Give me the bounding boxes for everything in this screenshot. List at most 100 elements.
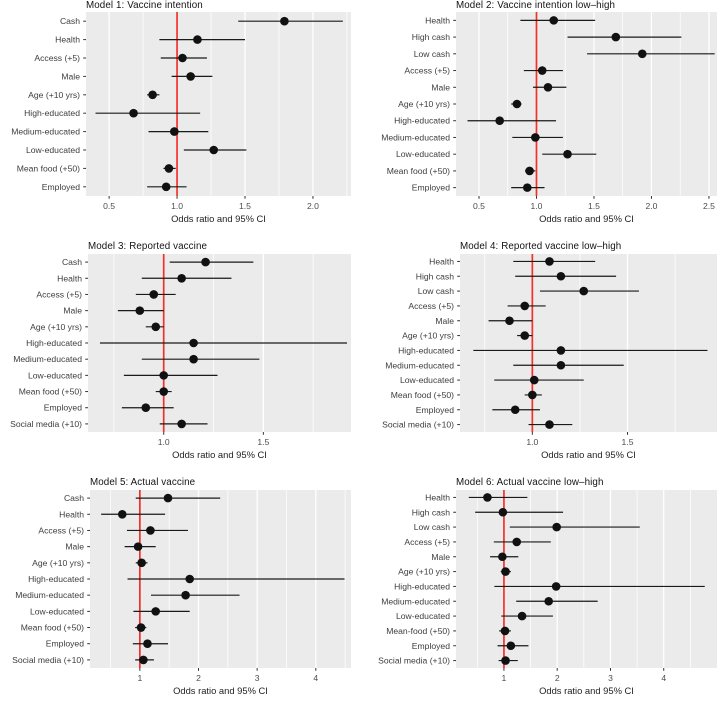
- point-estimate: [637, 49, 647, 59]
- row-label: Male: [431, 82, 450, 92]
- forest-row: Social media (+10): [382, 420, 573, 430]
- row-label: Health: [57, 273, 82, 283]
- panel-title: Model 3: Reported vaccine: [88, 241, 208, 252]
- row-label: Social media (+10): [378, 656, 450, 666]
- forest-row: Access (+5): [38, 525, 188, 535]
- row-label: Low-educated: [30, 606, 84, 616]
- row-label: High-educated: [28, 574, 84, 584]
- point-estimate: [201, 257, 210, 267]
- point-estimate: [529, 375, 539, 385]
- forest-row: Low-educated: [396, 611, 553, 621]
- forest-row: Health: [57, 273, 232, 283]
- point-estimate: [129, 108, 138, 118]
- forest-row: High-educated: [394, 581, 705, 591]
- row-label: Mean food (+50): [21, 623, 84, 633]
- point-estimate: [556, 346, 566, 355]
- point-estimate: [611, 32, 621, 42]
- forest-row: Health: [59, 509, 166, 519]
- row-label: Low-educated: [26, 145, 80, 155]
- forest-row: High cash: [416, 271, 617, 281]
- point-estimate: [545, 257, 554, 266]
- x-tick-label: 1.0: [171, 201, 183, 211]
- forest-row: High cash: [412, 507, 564, 517]
- forest-row: High-educated: [26, 338, 348, 348]
- row-label: Employed: [44, 403, 82, 413]
- panel-background: [86, 12, 351, 196]
- point-estimate: [520, 331, 530, 340]
- row-label: Cash: [64, 493, 84, 503]
- x-tick-label: 1.0: [531, 201, 543, 211]
- point-estimate: [163, 493, 173, 503]
- forest-row: Age (+10 yrs): [28, 90, 160, 100]
- row-label: Employed: [42, 182, 80, 192]
- point-estimate: [146, 526, 155, 535]
- x-tick-label: 0.5: [103, 201, 115, 211]
- forest-row: Cash: [62, 257, 254, 267]
- row-label: Medium-educated: [381, 596, 450, 606]
- x-axis-title: Odds ratio and 95% CI: [539, 685, 634, 696]
- point-estimate: [159, 387, 169, 396]
- point-estimate: [517, 611, 527, 621]
- row-label: Age (+10 yrs): [30, 322, 82, 332]
- point-estimate: [579, 286, 589, 296]
- forest-row: Male: [431, 552, 519, 562]
- forest-row: Social media (+10): [12, 655, 154, 665]
- point-estimate: [510, 405, 520, 415]
- forest-row: Social media (+10): [378, 656, 518, 666]
- minor-gridlines: [484, 254, 676, 432]
- x-axis-title: Odds ratio and 95% CI: [173, 685, 268, 696]
- point-estimate: [501, 567, 510, 576]
- minor-gridlines: [142, 12, 348, 196]
- row-label: Mean food (+50): [17, 163, 80, 173]
- row-label: Medium-educated: [385, 360, 454, 370]
- row-label: Age (+10 yrs): [32, 558, 84, 568]
- point-estimate: [545, 420, 554, 429]
- forest-row: Male: [431, 82, 567, 92]
- point-estimate: [483, 493, 492, 502]
- forest-row: Cash: [60, 16, 343, 26]
- forest-plot-svg: Health High cash Low cash Access (+5) Male Ag…: [378, 490, 717, 683]
- point-estimate: [520, 301, 530, 311]
- x-axis-title: Odds ratio and 95% CI: [539, 213, 634, 224]
- forest-row: Low-educated: [26, 145, 247, 155]
- point-estimate: [133, 542, 143, 551]
- forest-row: High-educated: [28, 574, 345, 584]
- row-label: Access (+5): [38, 525, 84, 535]
- point-estimate: [525, 166, 534, 176]
- point-estimate: [556, 271, 566, 281]
- forest-plot-svg: Health High cash Low cash Access (+5) Male Ag…: [382, 254, 717, 447]
- row-label: Social media (+10): [10, 419, 82, 429]
- point-estimate: [141, 403, 151, 413]
- panel-title: Model 2: Vaccine intention low–high: [456, 0, 616, 11]
- point-estimate: [537, 66, 547, 75]
- point-estimate: [506, 641, 516, 651]
- panel-model-1: Cash Health Access (+5) Male Age (+10 yrs) Hi…: [0, 0, 363, 235]
- point-estimate: [498, 507, 508, 517]
- x-tick-label: 0.5: [473, 201, 485, 211]
- forest-row: Low cash: [414, 522, 640, 532]
- row-label: Male: [65, 542, 84, 552]
- forest-row: Age (+10 yrs): [398, 567, 511, 577]
- forest-row: Health: [425, 15, 596, 25]
- panel-background: [456, 490, 717, 668]
- panel-title: Model 1: Vaccine intention: [86, 0, 203, 11]
- row-label: Access (+5): [34, 53, 80, 63]
- forest-row: Access (+5): [404, 66, 563, 76]
- x-tick-label: 1: [502, 673, 507, 683]
- row-label: Age (+10 yrs): [398, 567, 450, 577]
- x-tick-label: 2.5: [703, 201, 715, 211]
- point-estimate: [528, 390, 537, 400]
- x-tick-label: 2: [555, 673, 560, 683]
- point-estimate: [209, 145, 219, 155]
- forest-row: Medium-educated: [15, 590, 240, 600]
- forest-row: Access (+5): [36, 289, 176, 299]
- row-label: Health: [425, 15, 450, 25]
- x-tick-label: 1.0: [526, 437, 538, 447]
- row-label: Medium-educated: [11, 127, 80, 137]
- row-label: Low-educated: [396, 149, 450, 159]
- forest-row: Mean food (+50): [21, 623, 147, 633]
- row-label: Age (+10 yrs): [398, 99, 450, 109]
- forest-row: Access (+5): [404, 537, 551, 547]
- row-label: High cash: [416, 271, 454, 281]
